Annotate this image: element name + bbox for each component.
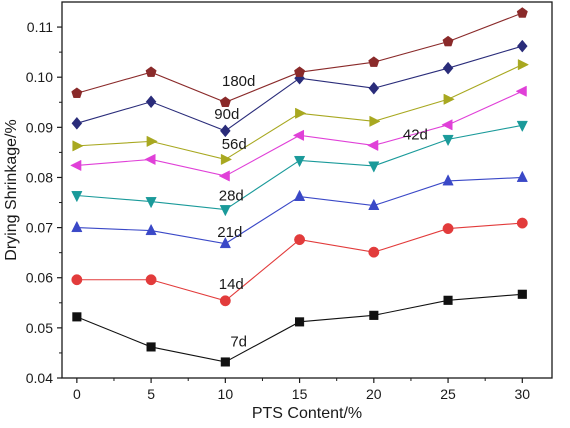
- data-point: [294, 234, 306, 246]
- x-tick-label: 25: [440, 386, 456, 402]
- data-point: [70, 159, 82, 172]
- y-tick-label: 0.10: [26, 69, 53, 85]
- series-label-42d: 42d: [403, 126, 428, 143]
- data-point: [145, 66, 157, 77]
- series-7d: [72, 289, 527, 367]
- series-label-21d: 21d: [217, 224, 242, 241]
- series-line: [76, 12, 523, 103]
- y-tick-label: 0.05: [26, 320, 53, 336]
- series-label-180d: 180d: [222, 73, 255, 90]
- series-line: [76, 45, 523, 132]
- series-label-90d: 90d: [214, 106, 239, 123]
- x-tick-label: 0: [73, 386, 81, 402]
- data-point: [443, 295, 453, 305]
- data-point: [442, 134, 454, 147]
- data-point: [516, 217, 528, 229]
- data-point: [218, 170, 230, 182]
- x-tick-label: 5: [147, 386, 155, 402]
- data-point: [443, 93, 455, 105]
- series-90d: [71, 39, 528, 138]
- series-line: [76, 176, 523, 245]
- data-point: [219, 295, 231, 307]
- series-label-56d: 56d: [222, 136, 247, 153]
- data-point: [295, 107, 307, 119]
- x-tick-label: 10: [218, 386, 234, 402]
- data-point: [442, 61, 454, 75]
- series-label-28d: 28d: [219, 188, 244, 205]
- data-point: [515, 85, 527, 97]
- y-tick-label: 0.04: [26, 370, 53, 386]
- data-point: [219, 96, 231, 107]
- data-point: [146, 135, 158, 147]
- data-point: [367, 139, 379, 151]
- data-point: [368, 161, 380, 173]
- data-point: [145, 274, 157, 286]
- data-point: [71, 87, 83, 98]
- data-point: [517, 59, 530, 71]
- data-point: [71, 116, 83, 130]
- x-tick-label: 20: [366, 386, 382, 402]
- data-point: [442, 223, 454, 235]
- y-axis-title: Drying Shrinkage/%: [3, 119, 20, 260]
- data-point: [220, 124, 231, 138]
- x-tick-label: 30: [515, 386, 531, 402]
- data-point: [516, 39, 528, 53]
- data-point: [368, 246, 380, 258]
- data-point: [71, 220, 83, 233]
- data-point: [369, 310, 379, 320]
- annotation-layer: 180d 90d 56d 42d 28d 21d 14d 7d: [214, 73, 428, 350]
- data-point: [220, 357, 230, 367]
- data-point: [72, 140, 84, 152]
- y-tick-label: 0.08: [26, 169, 53, 185]
- data-point: [145, 197, 157, 209]
- data-point: [144, 153, 156, 166]
- y-tick-label: 0.07: [26, 220, 53, 236]
- data-point: [442, 35, 454, 47]
- y-tick-label: 0.11: [27, 19, 53, 35]
- data-point: [295, 317, 305, 327]
- series-14d: [71, 217, 528, 307]
- series-label-7d: 7d: [230, 333, 247, 350]
- data-point: [516, 120, 528, 133]
- x-tick-label: 15: [292, 386, 308, 402]
- data-point: [145, 223, 157, 236]
- series-label-14d: 14d: [219, 276, 244, 293]
- data-point: [219, 205, 231, 217]
- data-point: [293, 155, 306, 168]
- data-point: [442, 174, 454, 186]
- data-point: [517, 289, 527, 299]
- series-42d: [70, 85, 527, 182]
- series-56d: [72, 59, 530, 166]
- series-layer: [70, 7, 530, 367]
- data-point: [72, 312, 82, 322]
- data-point: [368, 198, 380, 210]
- data-point: [220, 153, 233, 166]
- data-point: [292, 129, 305, 141]
- data-point: [71, 274, 83, 286]
- data-point: [369, 115, 381, 127]
- data-point: [145, 95, 157, 109]
- series-21d: [71, 170, 528, 249]
- data-point: [219, 236, 231, 249]
- series-28d: [71, 120, 528, 217]
- data-point: [293, 189, 306, 201]
- data-point: [294, 66, 306, 77]
- axis-ticks: 0 5 10 15 20 25 30 0.04 0.05 0.06 0.07 0.08 0.09 0.10…: [26, 19, 531, 402]
- data-point: [146, 342, 156, 352]
- x-axis-title: PTS Content/%: [252, 405, 362, 422]
- plot-area: [61, 1, 553, 379]
- data-point: [368, 56, 380, 67]
- series-180d: [71, 7, 528, 107]
- y-tick-label: 0.06: [26, 270, 53, 286]
- series-line: [76, 293, 523, 363]
- data-point: [516, 170, 528, 182]
- data-point: [516, 7, 528, 18]
- plot-border: [61, 1, 553, 379]
- data-point: [71, 191, 83, 203]
- y-tick-label: 0.09: [26, 119, 53, 135]
- data-point: [441, 119, 453, 131]
- data-point: [368, 81, 380, 95]
